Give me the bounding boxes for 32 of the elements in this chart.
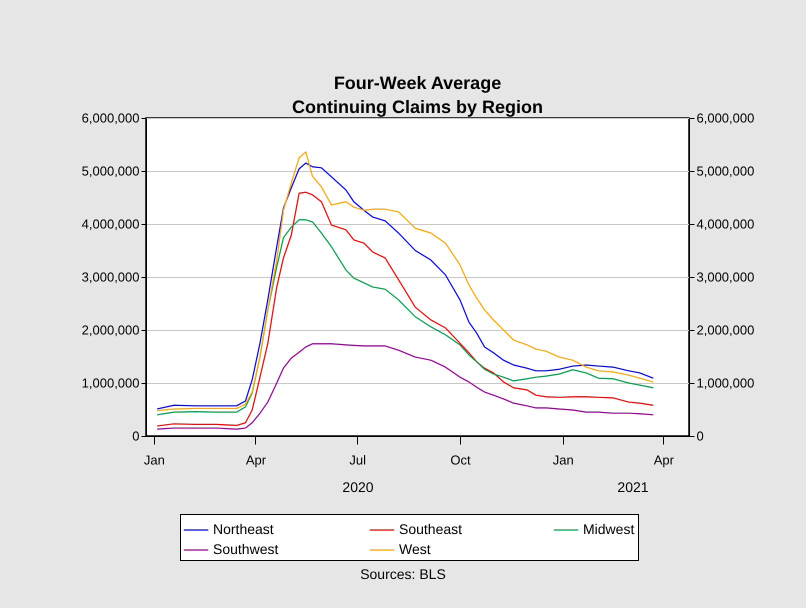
line-series <box>156 192 654 427</box>
y-tick-label: 2,000,000 <box>82 322 140 338</box>
x-tick-label: Jan <box>144 452 165 468</box>
y2-tick-label: 4,000,000 <box>696 216 754 232</box>
y2-tick-label: 0 <box>696 428 704 444</box>
x-tick-label: Jul <box>349 452 366 468</box>
x-tick-label: Jan <box>552 452 574 468</box>
x-tick-label: Apr <box>246 452 267 468</box>
text: 2021 <box>616 479 650 495</box>
y2-tick-label: 5,000,000 <box>696 164 754 178</box>
legend-label: Northeast <box>213 521 274 537</box>
line-series <box>156 343 654 430</box>
legend-label: West <box>399 541 431 557</box>
source-note: Sources: BLS <box>359 566 447 582</box>
y-tick-label: 3,000,000 <box>82 270 140 284</box>
text: 2020 <box>341 479 375 495</box>
y2-tick-label: 2,000,000 <box>696 322 754 338</box>
legend-label: Southeast <box>399 521 462 537</box>
y-tick-label: 5,000,000 <box>82 164 140 178</box>
y2-tick-label: 6,000,000 <box>696 110 754 126</box>
y2-tick-label: 3,000,000 <box>696 270 754 284</box>
y-tick-label: 6,000,000 <box>82 110 140 126</box>
y-tick-label: 4,000,000 <box>82 216 140 232</box>
line-series <box>156 219 654 416</box>
y2-tick-label: 1,000,000 <box>696 376 754 390</box>
legend-label: Southwest <box>213 541 278 557</box>
legend-label: Midwest <box>583 521 634 537</box>
chart-title: Four-Week Average Continuing Claims by Region <box>292 73 543 117</box>
y-tick-label: 0 <box>132 428 140 444</box>
x-tick-label: Oct <box>450 452 471 468</box>
x-tick-label: Apr <box>654 452 675 468</box>
y-tick-label: 1,000,000 <box>82 376 140 390</box>
